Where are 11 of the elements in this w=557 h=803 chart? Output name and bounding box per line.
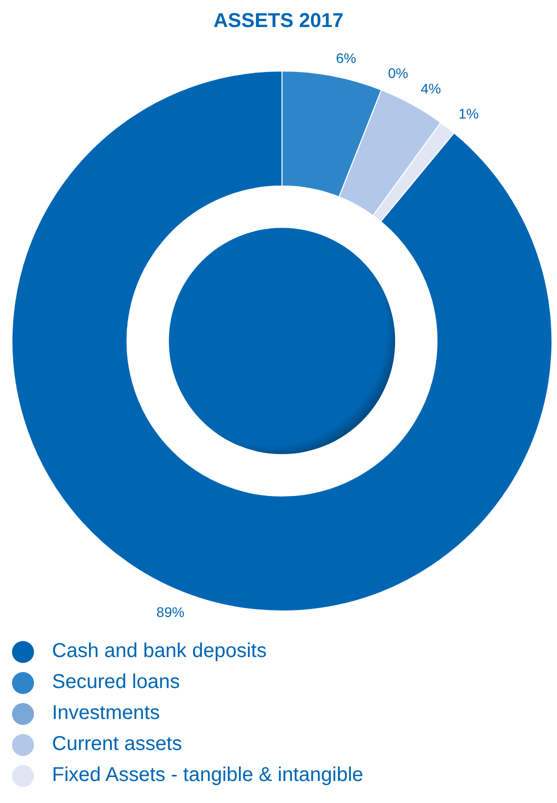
legend-label: Investments xyxy=(52,702,160,725)
data-label: 6% xyxy=(336,50,356,66)
data-label: 4% xyxy=(420,80,441,97)
text: 0% xyxy=(388,65,408,82)
legend-label: Current assets xyxy=(52,733,182,756)
legend-label: Fixed Assets - tangible & intangible xyxy=(52,764,364,787)
chart-title: ASSETS 2017 xyxy=(212,9,345,34)
legend-label: Secured loans xyxy=(52,671,180,694)
data-label: 89% xyxy=(156,604,184,620)
legend-label: Cash and bank deposits xyxy=(52,640,267,663)
data-label: 1% xyxy=(458,105,479,122)
